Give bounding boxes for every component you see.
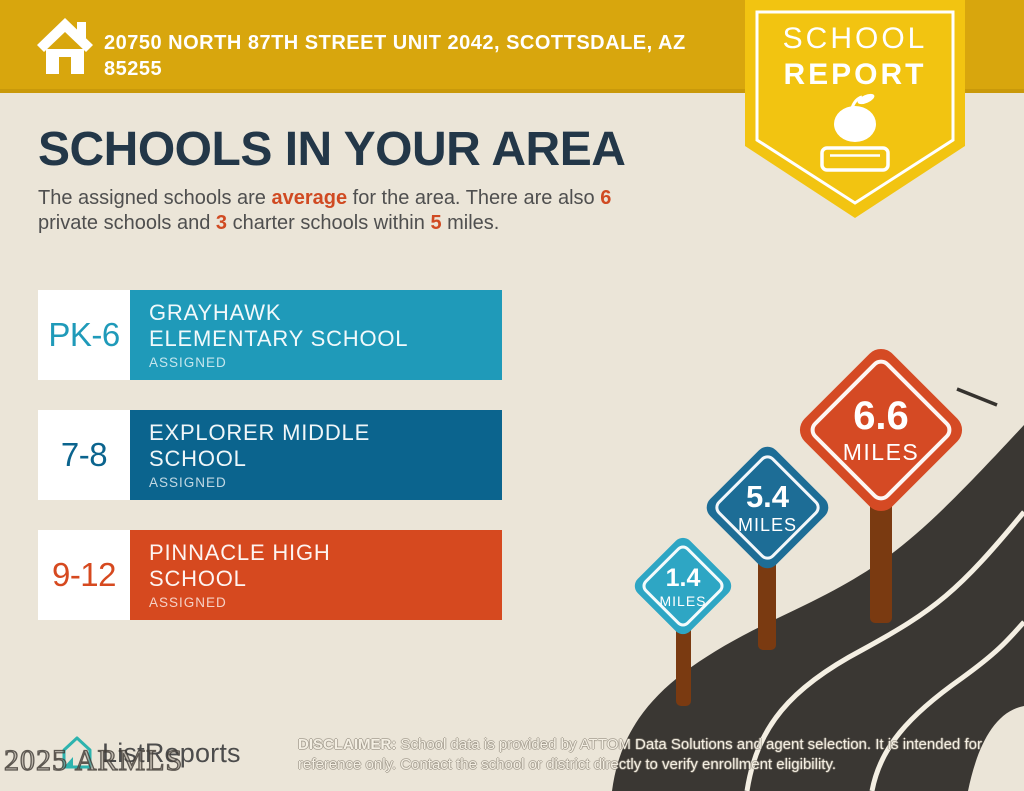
- road-lane-line-right: [869, 620, 1024, 791]
- grade-range-badge: PK-6: [38, 290, 130, 380]
- badge-inner-outline: [755, 10, 955, 205]
- school-info-box: PINNACLE HIGH SCHOOL ASSIGNED: [130, 530, 502, 620]
- sign-post: [870, 495, 892, 623]
- disclaimer-text: DISCLAIMER: School data is provided by A…: [298, 736, 982, 773]
- subtitle-highlight-rating: average: [271, 187, 348, 209]
- school-row-high: 9-12 PINNACLE HIGH SCHOOL ASSIGNED: [38, 530, 502, 620]
- badge-title-line2: REPORT: [783, 58, 926, 91]
- badge-title-line1: SCHOOL: [783, 22, 928, 55]
- school-info-box: EXPLORER MIDDLE SCHOOL ASSIGNED: [130, 410, 502, 500]
- distance-label-middle: 5.4 MILES: [737, 479, 798, 535]
- school-name: EXPLORER MIDDLE SCHOOL: [149, 420, 371, 471]
- grade-range-badge: 9-12: [38, 530, 130, 620]
- page-title: SCHOOLS IN YOUR AREA: [38, 123, 626, 176]
- school-report-badge: SCHOOL REPORT: [745, 0, 965, 218]
- grade-range-badge: 7-8: [38, 410, 130, 500]
- school-status: ASSIGNED: [149, 475, 227, 490]
- house-icon: [37, 18, 93, 74]
- page-subtitle: The assigned schools are average for the…: [38, 187, 612, 234]
- subtitle-text: The assigned schools are: [38, 187, 272, 209]
- logo-wordmark: ListReports: [102, 737, 241, 768]
- road-lane-line-left: [744, 510, 1024, 791]
- road-horizon-line: [956, 387, 998, 407]
- distance-label-elementary: 1.4 MILES: [659, 563, 707, 609]
- sign-post: [676, 620, 691, 706]
- disclaimer-label: DISCLAIMER:: [298, 736, 397, 753]
- school-row-middle: 7-8 EXPLORER MIDDLE SCHOOL ASSIGNED: [38, 410, 502, 500]
- school-name: GRAYHAWK ELEMENTARY SCHOOL: [149, 300, 409, 351]
- property-address: 20750 NORTH 87TH STREET UNIT 2042, SCOTT…: [104, 32, 686, 80]
- sign-post: [758, 550, 776, 650]
- distance-label-high: 6.6 MILES: [842, 394, 920, 465]
- school-status: ASSIGNED: [149, 595, 227, 610]
- school-status: ASSIGNED: [149, 355, 227, 370]
- subtitle-highlight-charter-count: 3: [215, 211, 228, 234]
- school-info-box: GRAYHAWK ELEMENTARY SCHOOL ASSIGNED: [130, 290, 502, 380]
- road-surface: [612, 425, 1024, 791]
- school-name: PINNACLE HIGH SCHOOL: [149, 540, 331, 591]
- subtitle-highlight-private-count: 6: [600, 187, 612, 209]
- subtitle-highlight-radius: 5: [430, 211, 442, 234]
- listreports-logo: ListReports: [58, 733, 241, 773]
- mls-watermark: 2025 ARMLS: [3, 743, 184, 777]
- apple-on-book-icon: [820, 93, 890, 172]
- school-row-elementary: PK-6 GRAYHAWK ELEMENTARY SCHOOL ASSIGNED: [38, 290, 502, 380]
- house-outline-icon: [62, 736, 92, 769]
